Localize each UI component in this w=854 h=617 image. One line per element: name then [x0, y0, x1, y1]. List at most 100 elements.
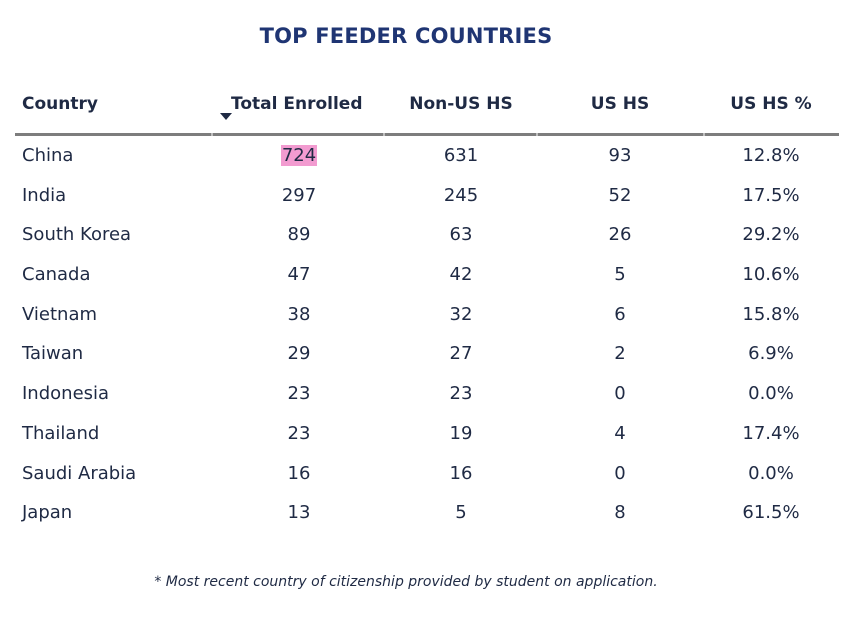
cell-us-hs-percent: 29.2% [693, 224, 849, 245]
cell-us-hs-percent: 61.5% [693, 502, 849, 523]
cell-us-hs-percent: 0.0% [693, 463, 849, 484]
cell-total-enrolled-value: 16 [287, 462, 311, 484]
cell-total-enrolled-value: 29 [287, 343, 311, 365]
table-row: Thailand 23 19 4 17.4% [15, 414, 839, 454]
column-divider [211, 133, 213, 136]
cell-total-enrolled: 23 [221, 423, 377, 444]
cell-country: Taiwan [22, 343, 83, 364]
table-row: China 724 631 93 12.8% [15, 136, 839, 176]
cell-total-enrolled: 297 [221, 185, 377, 206]
cell-country-value: Saudi Arabia [22, 462, 137, 484]
cell-total-enrolled-value: 13 [287, 502, 311, 524]
cell-us-hs-percent-value: 0.0% [748, 383, 794, 405]
cell-total-enrolled-value: 23 [287, 383, 311, 405]
cell-country: Indonesia [22, 383, 109, 404]
column-divider [536, 133, 538, 136]
table-row: Indonesia 23 23 0 0.0% [15, 374, 839, 414]
column-header-us-hs[interactable]: US HS [590, 94, 650, 114]
table-row: Taiwan 29 27 2 6.9% [15, 334, 839, 374]
cell-us-hs: 52 [542, 185, 698, 206]
cell-non-us-hs: 23 [383, 383, 539, 404]
cell-total-enrolled: 38 [221, 304, 377, 325]
cell-non-us-hs: 19 [383, 423, 539, 444]
cell-us-hs-percent: 12.8% [693, 145, 849, 166]
cell-non-us-hs-value: 63 [449, 224, 473, 246]
cell-country-value: Indonesia [22, 383, 110, 405]
cell-non-us-hs: 5 [383, 502, 539, 523]
cell-us-hs-value: 93 [608, 145, 632, 166]
table-header-row: Country Total Enrolled Non-US HS US HS U… [15, 80, 839, 136]
cell-non-us-hs: 42 [383, 264, 539, 285]
cell-us-hs-percent: 17.4% [693, 423, 849, 444]
cell-us-hs: 0 [542, 463, 698, 484]
table-body: China 724 631 93 12.8% India 297 245 52 17.5% Sout… [15, 136, 839, 533]
cell-us-hs-value: 26 [608, 224, 632, 246]
table-row: Canada 47 42 5 10.6% [15, 255, 839, 295]
cell-non-us-hs: 16 [383, 463, 539, 484]
cell-us-hs: 4 [542, 423, 698, 444]
cell-non-us-hs: 631 [383, 145, 539, 166]
cell-us-hs: 6 [542, 304, 698, 325]
cell-us-hs-percent-value: 29.2% [742, 224, 800, 246]
sort-descending-icon[interactable] [220, 113, 232, 120]
cell-us-hs-percent-value: 10.6% [742, 264, 800, 286]
cell-us-hs-percent: 17.5% [693, 185, 849, 206]
cell-us-hs-percent-value: 15.8% [742, 303, 800, 325]
cell-us-hs-percent-value: 17.4% [742, 422, 800, 444]
table-row: Japan 13 5 8 61.5% [15, 493, 839, 533]
cell-us-hs-percent: 15.8% [693, 304, 849, 325]
cell-country-value: Canada [22, 264, 91, 286]
cell-us-hs-value: 5 [614, 264, 626, 286]
cell-country: Japan [22, 502, 72, 523]
cell-us-hs: 93 [542, 145, 698, 166]
table-row: Saudi Arabia 16 16 0 0.0% [15, 454, 839, 494]
cell-us-hs-value: 8 [614, 502, 626, 524]
cell-non-us-hs-value: 5 [455, 502, 467, 524]
cell-us-hs-value: 2 [614, 343, 626, 365]
cell-us-hs: 26 [542, 224, 698, 245]
cell-country: Saudi Arabia [22, 463, 136, 484]
cell-non-us-hs-value: 42 [449, 264, 473, 286]
cell-non-us-hs-value: 32 [449, 303, 473, 325]
cell-non-us-hs-value: 631 [443, 145, 479, 166]
table-row: Vietnam 38 32 6 15.8% [15, 295, 839, 335]
cell-country-value: South Korea [22, 224, 132, 246]
cell-us-hs-percent-value: 0.0% [748, 462, 794, 484]
cell-country: Canada [22, 264, 91, 285]
column-header-non-us-hs[interactable]: Non-US HS [409, 94, 513, 114]
cell-non-us-hs-value: 27 [449, 343, 473, 365]
cell-us-hs: 0 [542, 383, 698, 404]
cell-total-enrolled: 29 [221, 343, 377, 364]
cell-us-hs-percent: 10.6% [693, 264, 849, 285]
cell-us-hs-value: 0 [614, 383, 626, 405]
cell-country: Vietnam [22, 304, 97, 325]
feeder-countries-table: Country Total Enrolled Non-US HS US HS U… [15, 80, 839, 533]
cell-total-enrolled-value: 38 [287, 303, 311, 325]
cell-country-value: Vietnam [22, 303, 98, 325]
cell-total-enrolled: 23 [221, 383, 377, 404]
column-header-country[interactable]: Country [22, 94, 98, 114]
footnote: * Most recent country of citizenship pro… [154, 574, 658, 590]
table-row: India 297 245 52 17.5% [15, 176, 839, 216]
cell-us-hs-percent: 6.9% [693, 343, 849, 364]
cell-us-hs-value: 0 [614, 462, 626, 484]
cell-total-enrolled: 89 [221, 224, 377, 245]
cell-us-hs-value: 4 [614, 422, 626, 444]
cell-non-us-hs: 27 [383, 343, 539, 364]
column-header-us-hs-percent[interactable]: US HS % [730, 94, 812, 114]
cell-us-hs-value: 52 [608, 184, 632, 206]
cell-total-enrolled-value: 89 [287, 224, 311, 246]
cell-country: South Korea [22, 224, 131, 245]
column-header-total-enrolled[interactable]: Total Enrolled [231, 94, 363, 114]
cell-country: China [22, 145, 73, 166]
cell-country-value: China [22, 145, 74, 166]
cell-us-hs-percent: 0.0% [693, 383, 849, 404]
cell-non-us-hs-value: 16 [449, 462, 473, 484]
cell-total-enrolled-value: 47 [287, 264, 311, 286]
cell-us-hs-percent-value: 12.8% [742, 145, 800, 166]
cell-non-us-hs: 63 [383, 224, 539, 245]
column-divider [383, 133, 385, 136]
cell-non-us-hs-value: 245 [443, 184, 479, 206]
cell-total-enrolled: 724 [221, 145, 377, 166]
cell-us-hs-percent-value: 61.5% [742, 502, 800, 524]
